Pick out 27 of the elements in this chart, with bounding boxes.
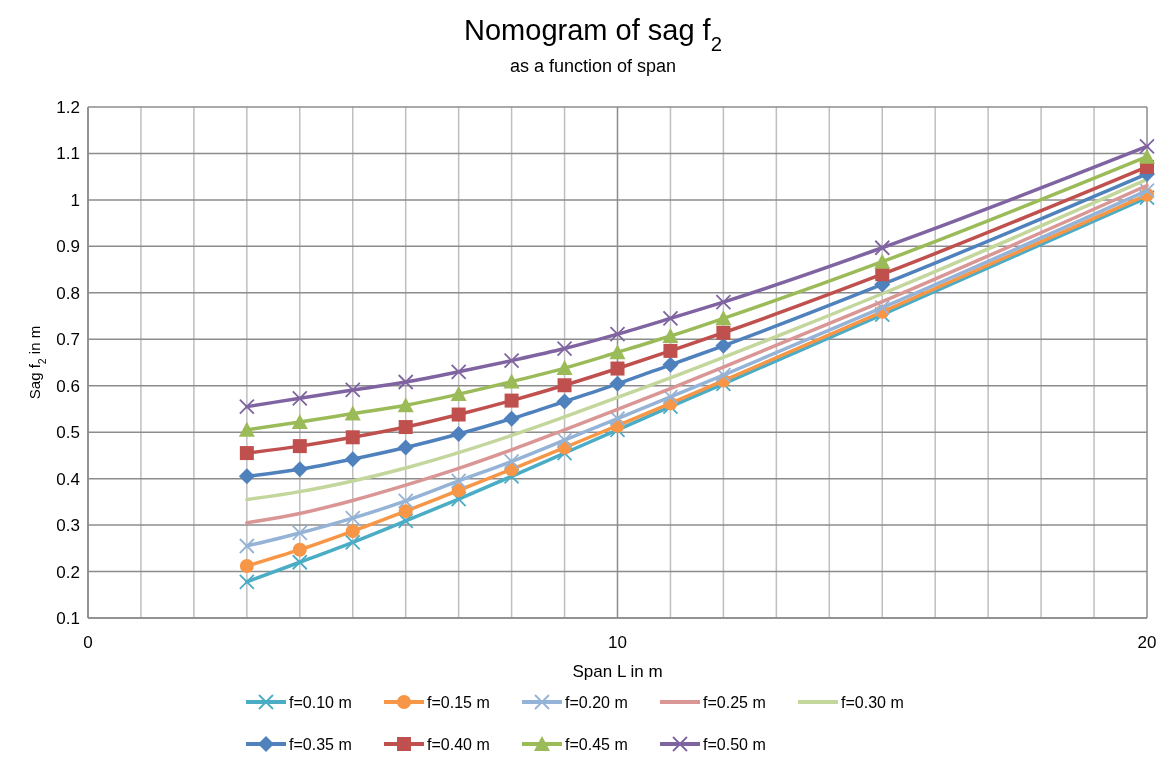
y-tick-label: 1.1 (56, 144, 80, 164)
y-tick-label: 0.6 (56, 376, 80, 396)
legend-label: f=0.25 m (703, 694, 766, 711)
legend-label: f=0.30 m (841, 694, 904, 711)
x-tick-label: 0 (83, 633, 93, 652)
legend-label: f=0.45 m (565, 736, 628, 753)
y-tick-label: 0.3 (56, 516, 80, 536)
x-axis-title: Span L in m (572, 662, 663, 681)
legend-label: f=0.15 m (427, 694, 490, 711)
y-tick-label: 1 (70, 190, 80, 210)
y-tick-label: 0.8 (56, 283, 80, 303)
legend-label: f=0.35 m (289, 736, 352, 753)
legend-label: f=0.50 m (703, 736, 766, 753)
legend-label: f=0.20 m (565, 694, 628, 711)
y-tick-label: 0.7 (56, 330, 80, 350)
x-tick-label: 20 (1137, 633, 1157, 652)
y-tick-label: 0.4 (56, 469, 80, 489)
y-tick-label: 0.9 (56, 237, 80, 257)
y-tick-label: 0.1 (56, 609, 80, 628)
chart-subtitle: as a function of span (509, 56, 677, 76)
y-tick-label: 0.5 (56, 423, 80, 443)
x-tick-label: 10 (608, 633, 627, 652)
legend-label: f=0.10 m (289, 694, 352, 711)
y-tick-label: 1.2 (56, 98, 80, 117)
chart-title: Nomogram of sag f$_{2}$ (464, 14, 722, 55)
legend-label: f=0.40 m (427, 736, 490, 753)
y-tick-label: 0.2 (56, 562, 80, 582)
